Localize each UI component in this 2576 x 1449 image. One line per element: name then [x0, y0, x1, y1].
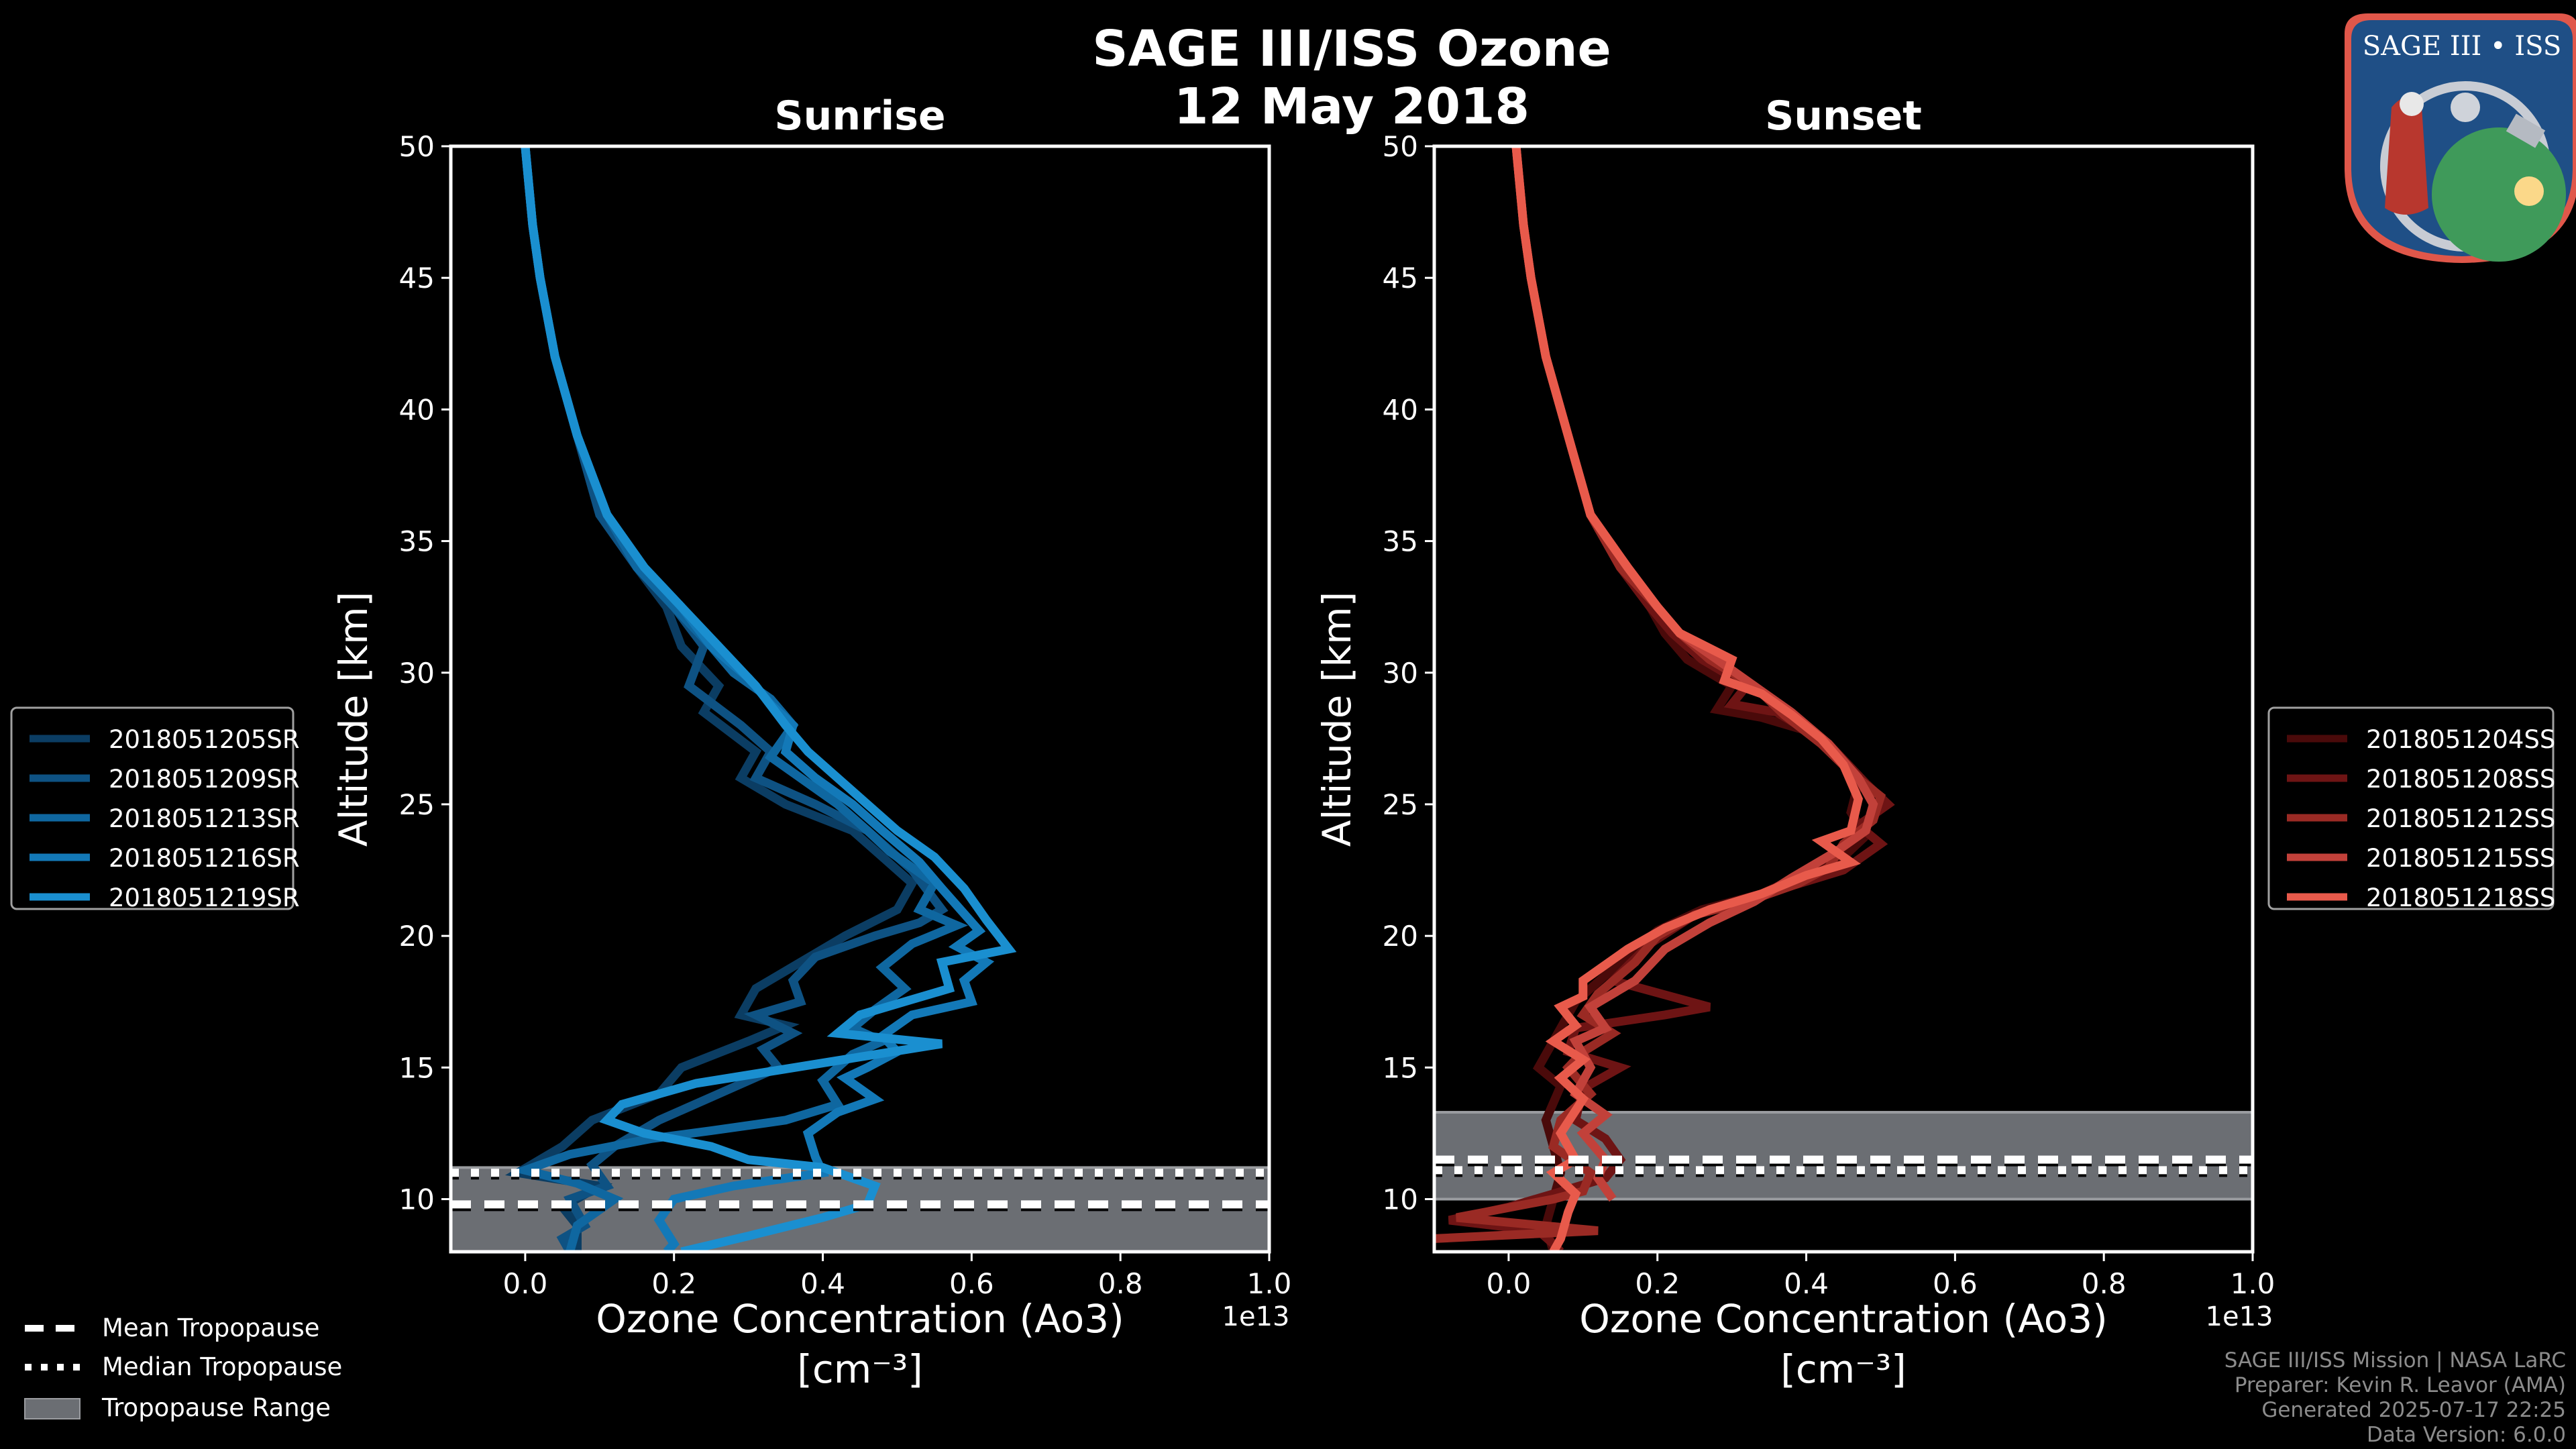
patch-header: SAGE III • ISS: [2363, 31, 2561, 62]
sunrise-axes-frame: [449, 144, 1271, 1254]
y-tick-label: 10: [1383, 1183, 1418, 1216]
legend-item-2018051212SS: 2018051212SS: [2366, 804, 2555, 833]
footer-generated: Generated 2025-07-17 22:25: [2261, 1398, 2566, 1422]
y-tick-label: 50: [1383, 130, 1418, 163]
figure-title-line1: SAGE III/ISS Ozone: [1092, 20, 1611, 78]
x-tick-label: 0.0: [1487, 1267, 1532, 1300]
legend-item-2018051215SS: 2018051215SS: [2366, 844, 2555, 873]
mean-tropopause-label: Mean Tropopause: [102, 1313, 320, 1342]
y-tick-label: 50: [399, 130, 435, 163]
profile-line-2018051216SR: [521, 146, 995, 1252]
y-tick-label: 20: [399, 920, 435, 953]
sunset-plot: Sunset 0.0 0.2 0.4 0.6 0.8 1.0 10 15 20 25 30 35 40 45…: [1314, 93, 2275, 1392]
profile-line-2018051218SS: [1511, 146, 1864, 1252]
x-tick-label: 1.0: [2231, 1267, 2275, 1300]
legend-item-2018051204SS: 2018051204SS: [2366, 725, 2555, 754]
legend-item-2018051219SR: 2018051219SR: [109, 883, 300, 912]
y-tick-label: 10: [399, 1183, 435, 1216]
sunrise-plot: Sunrise 0.0 0.2 0.4 0.6 0.8 1.0 10 15 20 25 30 35 40 4…: [331, 93, 1291, 1392]
iss-icon: [2506, 113, 2546, 148]
tropopause-range-label: Tropopause Range: [101, 1393, 331, 1422]
sunrise-y-axis-label: Altitude [km]: [331, 592, 376, 847]
sunset-legend: 2018051204SS 2018051208SS 2018051212SS 2018…: [2267, 706, 2555, 912]
legend-item-2018051216SR: 2018051216SR: [109, 844, 300, 873]
x-tick-label: 0.6: [1933, 1267, 1978, 1300]
x-tick-label: 1.0: [1247, 1267, 1292, 1300]
sun-icon: [2514, 176, 2544, 206]
sunset-x-offset-label: 1e13: [2206, 1301, 2273, 1332]
x-tick-label: 0.4: [1784, 1267, 1829, 1300]
y-tick-label: 35: [399, 525, 435, 558]
sunset-title: Sunset: [1765, 93, 1922, 140]
y-tick-label: 25: [399, 788, 435, 821]
tropopause-range-swatch: [24, 1398, 80, 1419]
x-tick-label: 0.8: [2082, 1267, 2127, 1300]
x-tick-label: 0.6: [949, 1267, 994, 1300]
x-tick-label: 0.2: [1635, 1267, 1680, 1300]
footer-credits: SAGE III/ISS Mission | NASA LaRC Prepare…: [2224, 1348, 2566, 1447]
y-tick-label: 45: [399, 262, 435, 294]
moon-icon: [2451, 93, 2480, 122]
x-tick-label: 0.4: [800, 1267, 845, 1300]
mission-patch-logo: SAGE III • ISS: [2345, 13, 2576, 263]
y-tick-label: 15: [399, 1051, 435, 1084]
sunrise-title: Sunrise: [774, 93, 945, 140]
legend-item-2018051213SR: 2018051213SR: [109, 804, 300, 833]
profile-line-2018051209SR: [521, 146, 949, 1252]
sunset-x-axis-label: Ozone Concentration (Ao3): [1579, 1296, 2108, 1342]
sunset-y-axis-label: Altitude [km]: [1314, 592, 1360, 847]
legend-item-2018051209SR: 2018051209SR: [109, 765, 300, 794]
legend-item-2018051208SS: 2018051208SS: [2366, 765, 2555, 794]
sunrise-x-offset-label: 1e13: [1222, 1301, 1290, 1332]
legend-item-2018051218SS: 2018051218SS: [2366, 883, 2555, 912]
footer-mission: SAGE III/ISS Mission | NASA LaRC: [2224, 1348, 2566, 1373]
y-tick-label: 40: [1383, 393, 1418, 426]
sunrise-x-axis-units: [cm⁻³]: [797, 1346, 923, 1392]
tropopause-legend: Mean Tropopause Median Tropopause Tropop…: [24, 1313, 342, 1422]
median-tropopause-label: Median Tropopause: [102, 1352, 342, 1381]
y-tick-label: 20: [1383, 920, 1418, 953]
y-tick-label: 45: [1383, 262, 1418, 294]
x-tick-label: 0.8: [1098, 1267, 1143, 1300]
sunrise-x-axis-label: Ozone Concentration (Ao3): [596, 1296, 1124, 1342]
legend-item-2018051205SR: 2018051205SR: [109, 725, 300, 754]
y-tick-label: 15: [1383, 1051, 1418, 1084]
footer-preparer: Preparer: Kevin R. Leavor (AMA): [2235, 1373, 2566, 1397]
wizard-icon: [2385, 97, 2428, 215]
profile-line-2018051208SS: [1448, 146, 1895, 1252]
footer-data-version: Data Version: 6.0.0: [2367, 1423, 2566, 1447]
y-tick-label: 30: [1383, 657, 1418, 690]
wizard-head: [2400, 92, 2424, 116]
sunset-x-axis-units: [cm⁻³]: [1780, 1346, 1907, 1392]
profile-line-2018051212SS: [1434, 146, 1886, 1243]
x-tick-label: 0.2: [651, 1267, 696, 1300]
sunset-axes-frame: [1432, 144, 2255, 1254]
sunrise-legend: 2018051205SR 2018051209SR 2018051213SR 2018…: [10, 706, 300, 912]
y-tick-label: 25: [1383, 788, 1418, 821]
y-tick-label: 35: [1383, 525, 1418, 558]
profile-line-2018051219SR: [521, 146, 1017, 1252]
earth-icon: [2432, 127, 2566, 262]
y-tick-label: 40: [399, 393, 435, 426]
x-tick-label: 0.0: [503, 1267, 548, 1300]
figure-title-line2: 12 May 2018: [1174, 78, 1529, 136]
y-tick-label: 30: [399, 657, 435, 690]
